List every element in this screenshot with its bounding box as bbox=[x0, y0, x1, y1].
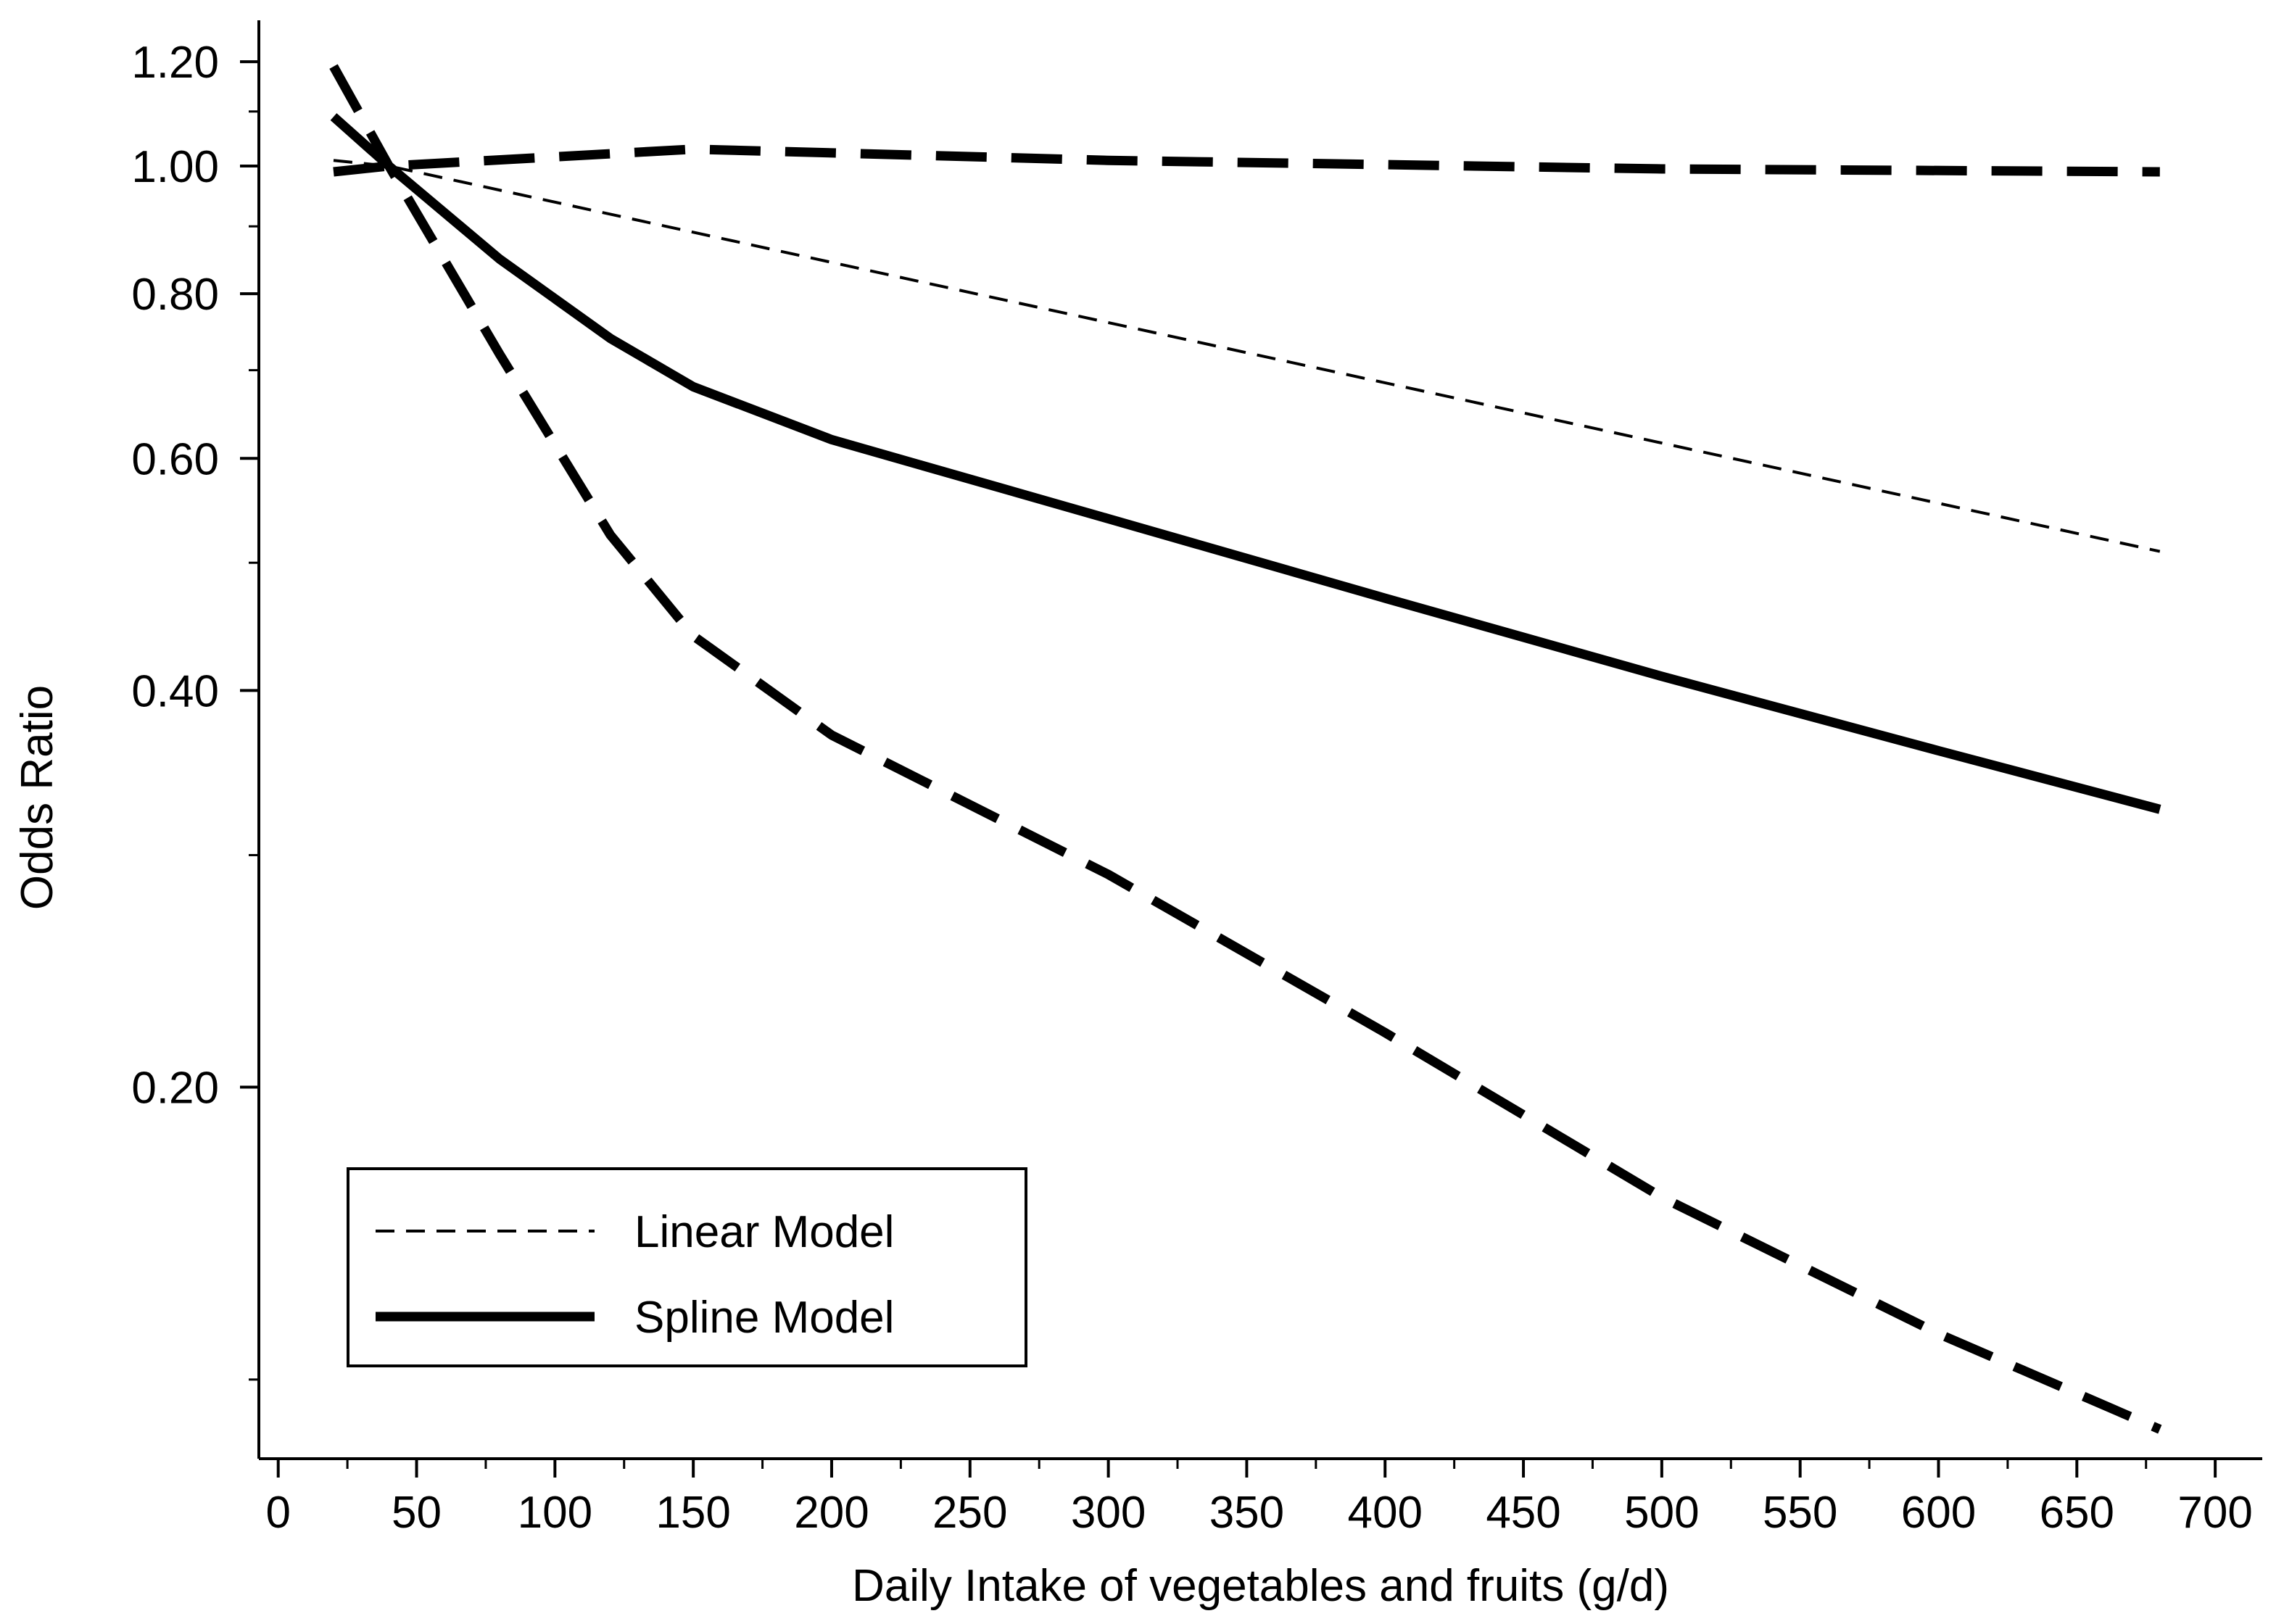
x-tick-label: 300 bbox=[1071, 1488, 1146, 1538]
x-tick-label: 250 bbox=[932, 1488, 1007, 1538]
x-tick-label: 550 bbox=[1763, 1488, 1837, 1538]
y-tick-label: 1.20 bbox=[131, 38, 219, 88]
x-tick-label: 650 bbox=[2040, 1488, 2114, 1538]
y-tick-label: 1.00 bbox=[131, 142, 219, 192]
y-tick-label: 0.20 bbox=[131, 1064, 219, 1114]
linear-model-line bbox=[333, 159, 2161, 553]
x-tick-label: 500 bbox=[1624, 1488, 1699, 1538]
x-tick-label: 450 bbox=[1486, 1488, 1560, 1538]
legend-label: Linear Model bbox=[634, 1207, 894, 1257]
spline-model-line bbox=[330, 113, 2161, 814]
series-3-line bbox=[333, 144, 2160, 177]
x-tick-label: 400 bbox=[1348, 1488, 1423, 1538]
series-4-line bbox=[329, 64, 2162, 1434]
y-tick-label: 0.60 bbox=[131, 434, 219, 484]
x-tick-label: 700 bbox=[2177, 1488, 2252, 1538]
legend-box bbox=[347, 1167, 1027, 1367]
x-tick-label: 50 bbox=[392, 1488, 442, 1538]
axes: 0 50 100 150 200 250 300 350 400 450 500 550 600 650 7… bbox=[131, 20, 2262, 1538]
series-layer bbox=[329, 64, 2162, 1434]
x-tick-label: 150 bbox=[655, 1488, 730, 1538]
y-tick-label: 0.40 bbox=[131, 666, 219, 716]
x-tick-label: 600 bbox=[1901, 1488, 1976, 1538]
x-tick-label: 0 bbox=[265, 1488, 290, 1538]
y-tick-label: 0.80 bbox=[131, 270, 219, 320]
x-tick-label: 200 bbox=[794, 1488, 869, 1538]
legend-label: Spline Model bbox=[634, 1293, 894, 1343]
x-tick-label: 100 bbox=[518, 1488, 592, 1538]
x-tick-label: 350 bbox=[1209, 1488, 1284, 1538]
y-axis-label: Odds Ratio bbox=[12, 685, 62, 910]
x-axis-label: Daily Intake of vegetables and fruits (g… bbox=[852, 1561, 1669, 1611]
legend: Linear Model Spline Model bbox=[347, 1167, 1027, 1367]
